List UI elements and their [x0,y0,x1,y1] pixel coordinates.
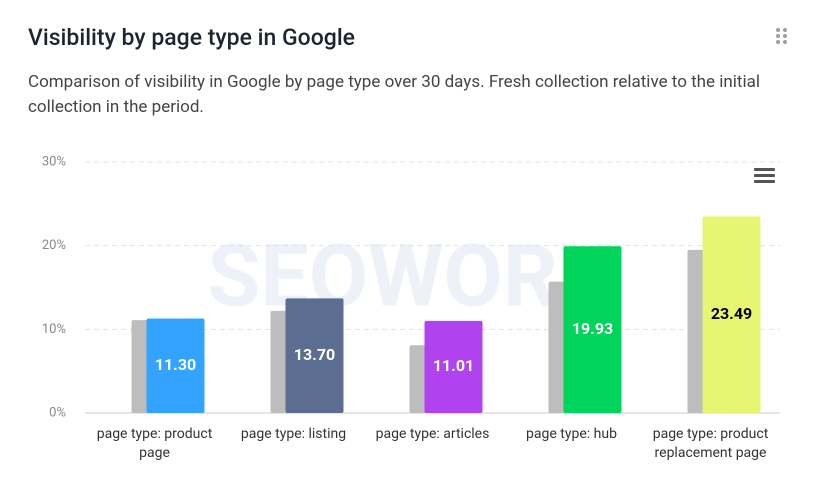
drag-handle[interactable] [776,28,787,44]
y-tick-label: 10% [42,322,66,337]
x-tick-label: page type: product page [96,426,213,461]
x-tick-label: page type: hub [526,426,617,442]
y-tick-label: 30% [42,154,66,169]
data-label: 11.30 [155,355,196,374]
bar [285,298,344,413]
x-tick-label: page type: listing [240,426,347,442]
x-tick-label: page type: articles [375,426,490,442]
y-tick-label: 0% [49,405,66,420]
watermark: SEOWORK [208,226,614,327]
data-label: 13.70 [294,345,335,364]
data-label: 19.93 [572,319,613,338]
bar [424,320,483,413]
title: Visibility by page type in Google [28,24,355,51]
data-label: 11.01 [433,356,474,375]
x-tick-label: page type: product replacement page [652,426,769,461]
y-tick-label: 20% [42,238,66,253]
data-label: 23.49 [711,304,752,323]
subtitle: Comparison of visibility in Google by pa… [28,72,760,117]
menu-button[interactable] [754,168,775,183]
bar [563,246,622,413]
bar [702,216,761,413]
bar [146,318,205,413]
